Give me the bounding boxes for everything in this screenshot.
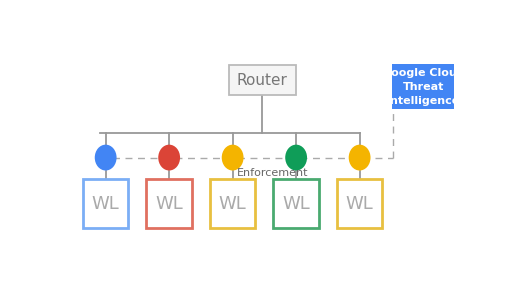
Ellipse shape: [349, 145, 371, 171]
Text: Router: Router: [237, 72, 288, 88]
FancyBboxPatch shape: [210, 179, 255, 228]
Ellipse shape: [285, 145, 307, 171]
Text: WL: WL: [219, 195, 246, 213]
Ellipse shape: [95, 145, 117, 171]
FancyBboxPatch shape: [229, 65, 296, 95]
Text: WL: WL: [282, 195, 310, 213]
Text: Google Cloud
Threat
Intelligence: Google Cloud Threat Intelligence: [382, 68, 464, 106]
FancyBboxPatch shape: [83, 179, 129, 228]
Text: Enforcement: Enforcement: [237, 168, 308, 178]
FancyBboxPatch shape: [337, 179, 382, 228]
FancyBboxPatch shape: [146, 179, 192, 228]
Text: WL: WL: [155, 195, 183, 213]
FancyBboxPatch shape: [273, 179, 319, 228]
Ellipse shape: [158, 145, 180, 171]
Ellipse shape: [222, 145, 244, 171]
Text: WL: WL: [346, 195, 373, 213]
FancyBboxPatch shape: [392, 64, 454, 109]
Text: WL: WL: [92, 195, 119, 213]
